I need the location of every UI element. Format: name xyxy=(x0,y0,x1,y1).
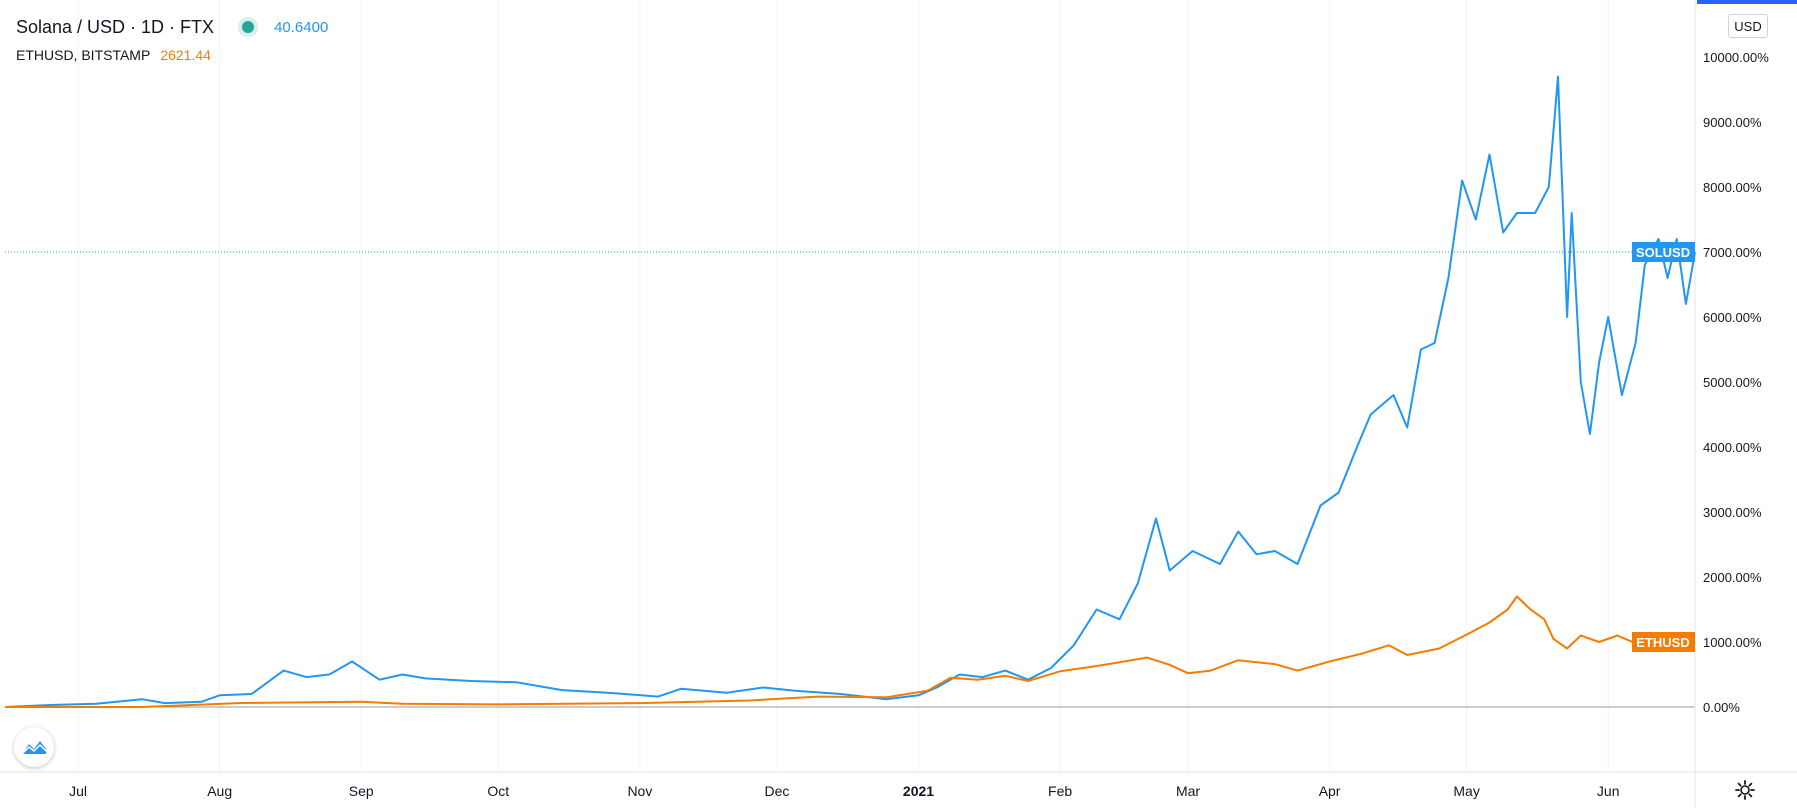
y-tick-label: 6000.00% xyxy=(1703,310,1762,325)
x-tick-label: 2021 xyxy=(903,783,934,799)
legend: Solana / USD · 1D · FTX 40.6400 ETHUSD, … xyxy=(16,14,328,68)
series-last-label: SOLUSD xyxy=(1636,245,1690,260)
y-tick-label: 7000.00% xyxy=(1703,245,1762,260)
series-last-label-bg xyxy=(1632,242,1695,262)
tradingview-logo-icon[interactable] xyxy=(14,727,54,767)
x-tick-label: Nov xyxy=(627,783,652,799)
y-tick-label: 9000.00% xyxy=(1703,115,1762,130)
x-tick-label: Sep xyxy=(349,783,374,799)
y-tick-label: 3000.00% xyxy=(1703,505,1762,520)
gear-glyph xyxy=(1735,780,1755,800)
x-tick-label: Aug xyxy=(207,783,232,799)
y-tick-label: 5000.00% xyxy=(1703,375,1762,390)
logo-glyph xyxy=(21,741,47,755)
series-last-label-bg xyxy=(1632,632,1695,652)
market-status-icon xyxy=(242,21,255,33)
series-line-ethusd xyxy=(5,595,1696,708)
sol-last-value: 40.6400 xyxy=(274,18,329,36)
series-line-solusd xyxy=(4,75,1696,708)
x-tick-label: Jul xyxy=(69,783,87,799)
compare-symbol-name[interactable]: ETHUSD, BITSTAMP xyxy=(16,47,151,63)
y-tick-label: 8000.00% xyxy=(1703,180,1762,195)
x-tick-label: May xyxy=(1453,783,1479,799)
y-tick-label: 0.00% xyxy=(1703,700,1740,715)
x-tick-label: Dec xyxy=(764,783,789,799)
x-tick-label: Feb xyxy=(1048,783,1072,799)
series-layer xyxy=(4,75,1696,708)
grid-layer xyxy=(5,0,1695,772)
label-layer: SOLUSD ETHUSD xyxy=(1632,242,1695,652)
symbol-title[interactable]: Solana / USD · 1D · FTX xyxy=(16,16,215,37)
currency-button[interactable]: USD xyxy=(1728,14,1768,38)
x-tick-label: Mar xyxy=(1176,783,1200,799)
y-tick-label: 4000.00% xyxy=(1703,440,1762,455)
x-tick-label: Jun xyxy=(1597,783,1620,799)
eth-last-value: 2621.44 xyxy=(160,47,211,63)
series-last-label: ETHUSD xyxy=(1636,635,1689,650)
x-tick-label: Oct xyxy=(487,783,509,799)
y-tick-label: 2000.00% xyxy=(1703,570,1762,585)
y-tick-label: 10000.00% xyxy=(1703,50,1769,65)
y-tick-label: 1000.00% xyxy=(1703,635,1762,650)
x-tick-label: Apr xyxy=(1319,783,1341,799)
gear-icon[interactable] xyxy=(1733,778,1757,802)
window-accent-bar xyxy=(1697,0,1797,4)
